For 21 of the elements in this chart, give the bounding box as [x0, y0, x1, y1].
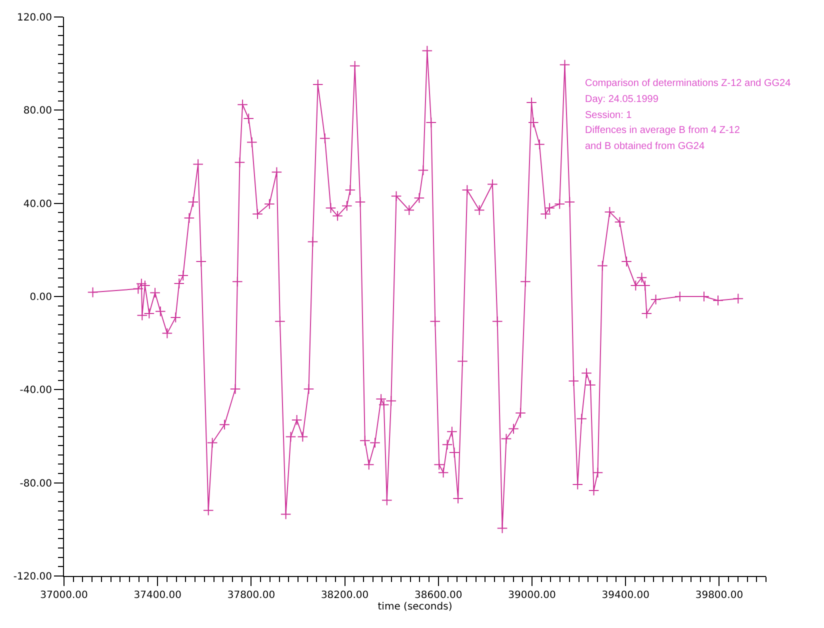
x-tick-label: 39400.00 — [602, 590, 650, 601]
annotation: Comparison of determinations Z-12 and GG24 — [585, 78, 792, 89]
y-tick-label: -80.00 — [20, 478, 52, 490]
x-tick-label: 39000.00 — [508, 590, 556, 601]
x-axis-title: time (seconds) — [378, 602, 452, 612]
y-tick-label: -120.00 — [13, 572, 52, 582]
x-tick-label: 39800.00 — [695, 590, 744, 601]
y-tick-label: 40.00 — [23, 198, 52, 210]
y-tick-label: -40.00 — [20, 385, 52, 396]
x-tick-label: 38600.00 — [414, 590, 462, 601]
x-tick-label: 38200.00 — [320, 590, 369, 601]
x-tick-label: 37400.00 — [134, 590, 182, 601]
annotation: Day: 24.05.1999 — [585, 94, 659, 105]
x-tick-label: 37800.00 — [227, 590, 276, 601]
y-tick-label: 0.00 — [30, 292, 52, 303]
annotation: and B obtained from GG24 — [585, 141, 705, 152]
y-tick-label: 120.00 — [17, 12, 52, 24]
annotation: Session: 1 — [585, 110, 632, 121]
x-tick-label: 37000.00 — [40, 590, 88, 601]
y-tick-label: 80.00 — [23, 106, 52, 117]
annotation: Diffences in average B from 4 Z-12 — [585, 125, 740, 136]
